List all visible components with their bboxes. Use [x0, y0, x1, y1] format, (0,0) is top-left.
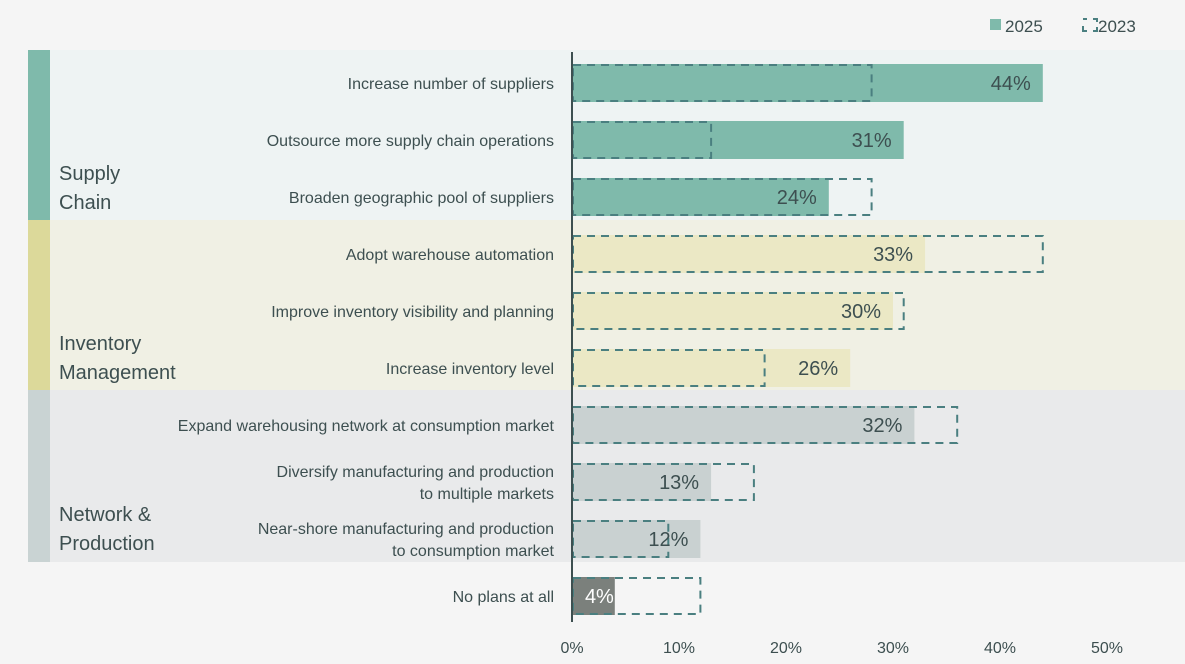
category-label: Expand warehousing network at consumptio…: [178, 418, 555, 435]
group-label: Supply: [59, 163, 120, 185]
legend-label-2025: 2025: [1005, 17, 1043, 36]
data-label: 26%: [798, 358, 838, 380]
data-label: 32%: [862, 415, 902, 437]
group-label: Network &: [59, 504, 152, 526]
category-label: Diversify manufacturing and production: [277, 464, 554, 481]
bar-2025: [572, 121, 904, 159]
group-stripe: [28, 220, 50, 391]
category-label: Near-shore manufacturing and production: [258, 521, 554, 538]
group-stripe: [28, 50, 50, 221]
x-tick-label: 40%: [984, 640, 1016, 657]
legend: 2025 2023: [990, 17, 1136, 36]
x-tick-label: 30%: [877, 640, 909, 657]
bar-2025: [572, 349, 851, 387]
bar-2023-outline: [572, 121, 713, 159]
labels: Supply Chain 44% Increase number of supplie…: [59, 73, 1031, 608]
group-label: Production: [59, 533, 155, 555]
bars: [572, 64, 1044, 615]
bar-2025: [572, 64, 1043, 102]
legend-swatch-2025: [990, 19, 1001, 30]
category-label: Adopt warehouse automation: [346, 247, 554, 264]
category-label: to multiple markets: [420, 486, 554, 503]
x-tick-label: 50%: [1091, 640, 1123, 657]
data-label: 30%: [841, 301, 881, 323]
category-label: to consumption market: [392, 543, 554, 560]
data-label: 33%: [873, 244, 913, 266]
data-label: 31%: [852, 130, 892, 152]
bar-2025: [572, 292, 893, 330]
category-label: Increase number of suppliers: [348, 76, 554, 93]
legend-swatch-2023: [1082, 18, 1098, 32]
bar-2025: [572, 577, 615, 615]
x-tick-label: 0%: [560, 640, 583, 657]
group-label: Inventory: [59, 333, 141, 355]
group-label: Chain: [59, 192, 111, 214]
bar-2025: [572, 406, 915, 444]
category-label: Improve inventory visibility and plannin…: [271, 304, 554, 321]
legend-label-2023: 2023: [1098, 17, 1136, 36]
data-label: 44%: [991, 73, 1031, 95]
data-label: 24%: [777, 187, 817, 209]
bar-2025: [572, 520, 701, 558]
data-label: 13%: [659, 472, 699, 494]
category-label: No plans at all: [453, 589, 554, 606]
group-stripe: [28, 390, 50, 562]
category-label: Outsource more supply chain operations: [267, 133, 554, 150]
x-tick-label: 10%: [663, 640, 695, 657]
bar-2023-outline: [572, 463, 755, 501]
category-label: Increase inventory level: [386, 361, 554, 378]
data-label: 12%: [648, 529, 688, 551]
group-label: Management: [59, 362, 176, 384]
category-label: Broaden geographic pool of suppliers: [289, 190, 554, 207]
bar-2025: [572, 178, 829, 216]
bar-2025: [572, 463, 712, 501]
bar-2025: [572, 235, 926, 273]
x-tick-label: 20%: [770, 640, 802, 657]
data-label: 4%: [585, 586, 614, 608]
